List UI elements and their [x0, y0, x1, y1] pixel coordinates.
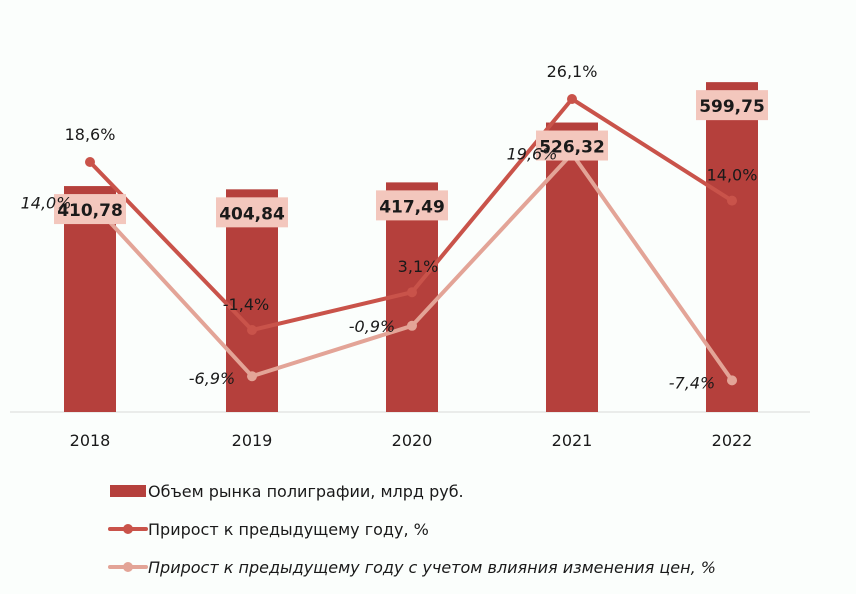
legend-item-market-volume: Объем рынка полиграфии, млрд руб.	[108, 472, 716, 510]
bar-label-2022: 599,75	[699, 97, 765, 117]
legend-label-market-volume: Объем рынка полиграфии, млрд руб.	[148, 481, 464, 501]
bar-label-box-2021	[536, 130, 608, 161]
x-tick-label-2019: 2019	[232, 431, 273, 450]
real-growth-label-2022: -7,4%	[669, 373, 715, 392]
legend-item-growth: Прирост к предыдущему году, %	[108, 510, 716, 548]
x-tick-label-2018: 2018	[70, 431, 111, 450]
x-tick-label-2021: 2021	[552, 431, 593, 450]
legend-item-real-growth: Прирост к предыдущему году с учетом влия…	[108, 548, 716, 586]
point-real-growth-2019	[247, 371, 257, 382]
growth-label-2021: 26,1%	[547, 62, 598, 81]
bar-label-box-2020	[376, 190, 448, 221]
bar-label-box-2019	[216, 197, 288, 228]
real-growth-label-2021: 19,6%	[507, 145, 558, 164]
point-growth-2022	[727, 195, 737, 206]
legend-swatch-line-growth	[108, 519, 148, 539]
bar-label-2019: 404,84	[219, 204, 285, 224]
growth-label-2022: 14,0%	[707, 166, 758, 185]
bar-label-2020: 417,49	[379, 197, 445, 217]
bar-label-box-2018	[54, 194, 126, 225]
point-growth-2018	[85, 157, 95, 167]
growth-label-2018: 18,6%	[65, 125, 116, 144]
bar-2022	[706, 82, 758, 412]
point-growth-2019	[247, 325, 257, 335]
point-real-growth-2022	[727, 375, 737, 386]
bar-label-2021: 526,32	[539, 138, 605, 158]
bar-2021	[546, 122, 598, 413]
real-growth-label-2019: -6,9%	[189, 369, 235, 388]
point-growth-2021	[567, 94, 577, 104]
legend: Объем рынка полиграфии, млрд руб. Прирос…	[108, 472, 716, 586]
real-growth-label-2020: -0,9%	[349, 317, 395, 336]
x-tick-label-2020: 2020	[392, 431, 433, 450]
bar-label-2018: 410,78	[57, 201, 123, 221]
growth-label-2019: -1,4%	[223, 295, 269, 314]
legend-swatch-bar	[108, 481, 148, 501]
point-real-growth-2020	[407, 320, 417, 331]
growth-label-2020: 3,1%	[398, 257, 439, 276]
x-tick-label-2022: 2022	[712, 431, 753, 450]
real-growth-label-2018: 14,0%	[21, 194, 72, 213]
bar-label-box-2022	[696, 90, 768, 121]
legend-swatch-line-real-growth	[108, 557, 148, 577]
point-growth-2020	[407, 287, 417, 298]
legend-label-growth: Прирост к предыдущему году, %	[148, 519, 429, 539]
legend-label-real-growth: Прирост к предыдущему году с учетом влия…	[148, 557, 716, 577]
